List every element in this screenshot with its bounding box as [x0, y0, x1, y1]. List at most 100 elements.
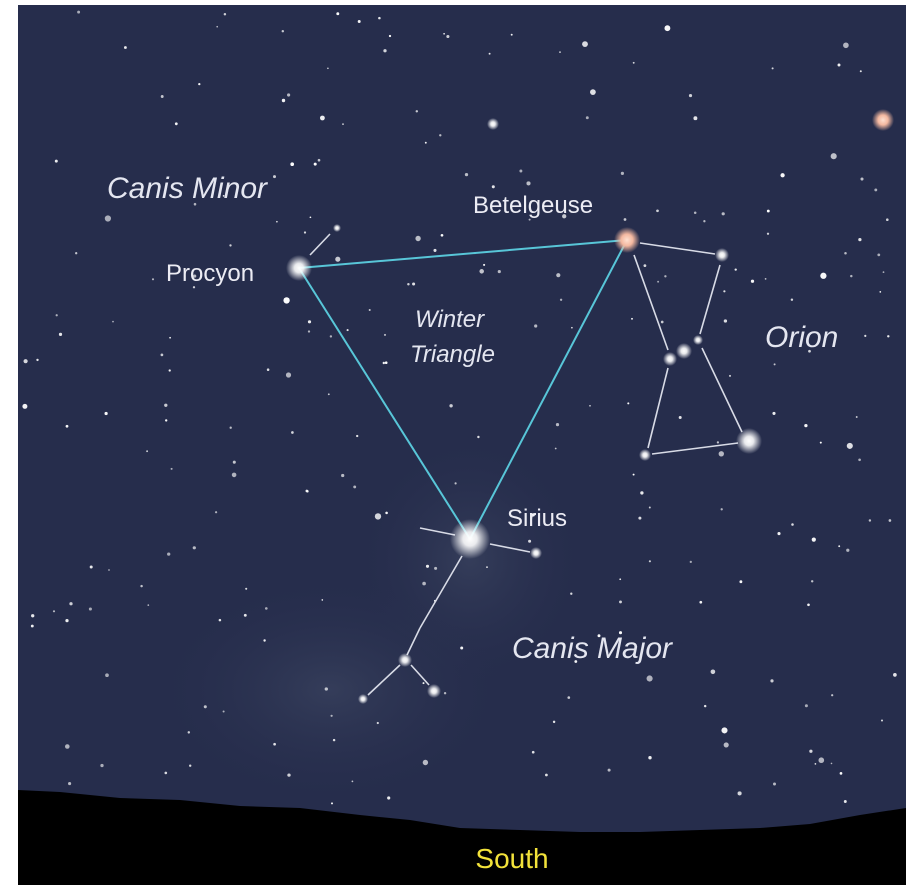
star [839, 772, 843, 775]
star [643, 264, 647, 267]
star [424, 141, 427, 144]
star [488, 52, 491, 55]
star [663, 352, 677, 366]
figure-line [647, 367, 669, 449]
star [287, 93, 291, 97]
star [607, 768, 611, 772]
star [222, 195, 225, 197]
star [88, 607, 92, 611]
star-label: Sirius [507, 505, 567, 532]
star [353, 485, 357, 489]
star [877, 253, 881, 257]
star [657, 280, 660, 283]
star [160, 95, 164, 98]
star [648, 506, 651, 509]
star [307, 320, 312, 324]
star [313, 162, 317, 166]
star [147, 604, 150, 606]
star [245, 587, 248, 590]
star [168, 369, 171, 372]
star [844, 252, 847, 255]
star [167, 552, 171, 556]
star [640, 491, 644, 495]
star [283, 297, 290, 304]
star [434, 566, 438, 570]
star [376, 721, 379, 725]
star [582, 41, 588, 48]
figure-line [699, 264, 721, 335]
star [303, 231, 307, 234]
star [703, 704, 707, 708]
milky-way-glow [160, 580, 500, 800]
star [446, 34, 450, 39]
star [198, 82, 201, 86]
star [422, 759, 429, 766]
star [317, 158, 321, 162]
star [104, 411, 108, 416]
asterism-label: Winter [415, 306, 485, 333]
star [203, 705, 207, 709]
star [368, 308, 371, 312]
star [528, 539, 532, 543]
star [483, 263, 486, 266]
star [383, 333, 387, 336]
star [632, 61, 635, 64]
star [879, 291, 882, 293]
star [384, 361, 388, 365]
asterism-label: Triangle [410, 341, 495, 368]
star [55, 314, 58, 317]
star [804, 423, 808, 428]
star [146, 450, 149, 453]
star [764, 278, 767, 280]
star [750, 279, 755, 283]
star [415, 235, 421, 242]
star [689, 560, 692, 564]
star [65, 744, 70, 749]
star-sirius [450, 519, 490, 559]
star [734, 268, 737, 271]
star [460, 646, 464, 650]
star [291, 431, 294, 434]
star [214, 511, 218, 514]
star [54, 159, 58, 163]
star [623, 218, 627, 221]
star [65, 618, 69, 623]
star [491, 185, 495, 189]
star [52, 610, 56, 613]
star [688, 94, 693, 98]
star [526, 181, 531, 186]
star [519, 169, 523, 173]
star [193, 274, 197, 278]
star [859, 70, 862, 73]
figure-line [419, 527, 456, 536]
star [104, 215, 111, 222]
star [646, 675, 653, 682]
star [554, 447, 557, 450]
star-label: Betelgeuse [473, 192, 593, 219]
star [415, 110, 419, 113]
star [773, 363, 776, 366]
star [864, 334, 867, 337]
star [703, 220, 706, 223]
star [585, 116, 589, 120]
star [556, 273, 561, 278]
star [187, 731, 191, 734]
star [287, 773, 291, 777]
star [164, 403, 168, 407]
star [189, 764, 192, 767]
star [772, 411, 776, 415]
star [218, 618, 222, 622]
star [23, 359, 28, 364]
star [243, 613, 247, 617]
star [263, 639, 266, 642]
figure-line [639, 242, 716, 255]
constellation-label: Canis Major [512, 632, 673, 665]
star [281, 98, 286, 103]
star [169, 336, 171, 339]
star [860, 177, 864, 181]
figure-line [419, 555, 463, 629]
star [814, 763, 817, 765]
star [531, 513, 535, 517]
star [65, 424, 69, 428]
